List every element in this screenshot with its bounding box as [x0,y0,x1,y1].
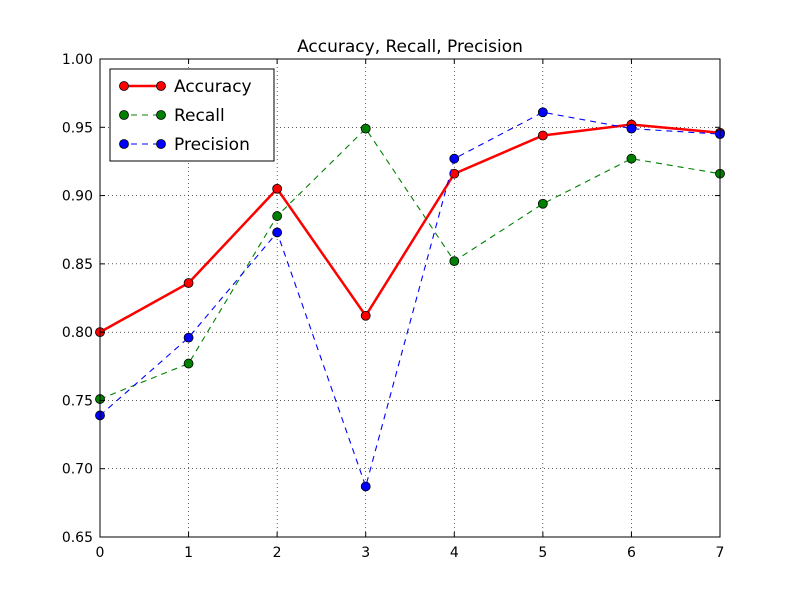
chart-title: Accuracy, Recall, Precision [297,37,523,57]
legend-marker [156,81,166,91]
data-point [537,198,548,209]
plot-frame [99,58,721,538]
legend-label: Recall [174,106,225,126]
y-tick-label: 0.75 [62,393,93,409]
y-tick-label: 0.65 [62,530,93,546]
data-point [449,256,460,267]
y-tick-label: 1.00 [62,52,93,68]
legend: Accuracy Recall Precision [109,68,275,162]
y-tick-label: 0.70 [62,462,93,478]
y-tick-label: 0.80 [62,325,93,341]
y-tick-label: 0.85 [62,257,93,273]
data-point [537,107,548,118]
data-point [360,310,371,321]
y-tick-label: 0.90 [62,189,93,205]
x-tick-label: 1 [184,545,193,561]
data-point [537,130,548,141]
y-tick-label: 0.95 [62,120,93,136]
series-line [99,111,721,489]
series-precision [95,107,725,492]
legend-label: Precision [174,135,250,155]
data-point [272,227,283,238]
legend-marker [156,139,166,149]
axis-ticks: 0 1 2 3 4 5 6 7 0.65 0.70 0.75 0.80 0.85 0.90 0.95 1.00 [62,52,725,561]
data-point [183,332,194,343]
data-point [449,153,460,164]
data-point [272,211,283,221]
x-tick-label: 2 [273,545,282,561]
series-layer [95,107,725,492]
data-point [183,358,194,369]
data-point [360,481,371,492]
legend-entry: Recall [119,106,225,126]
legend-entry: Precision [119,135,250,155]
x-tick-label: 5 [538,545,547,561]
x-tick-label: 0 [96,545,105,561]
data-point [183,278,194,288]
legend-label: Accuracy [174,77,252,97]
x-tick-label: 7 [716,545,725,561]
data-point [272,183,283,194]
data-point [626,153,637,164]
x-tick-label: 3 [361,545,370,561]
data-point [360,123,371,134]
series-line [99,127,721,400]
legend-marker [156,110,166,120]
data-point [626,123,637,134]
legend-entry: Accuracy [119,77,252,97]
x-tick-label: 4 [450,545,459,561]
legend-box [109,68,275,162]
legend-marker [119,139,129,149]
legend-marker [119,110,129,120]
x-tick-label: 6 [627,545,636,561]
legend-marker [119,81,129,91]
series-recall [95,123,725,404]
